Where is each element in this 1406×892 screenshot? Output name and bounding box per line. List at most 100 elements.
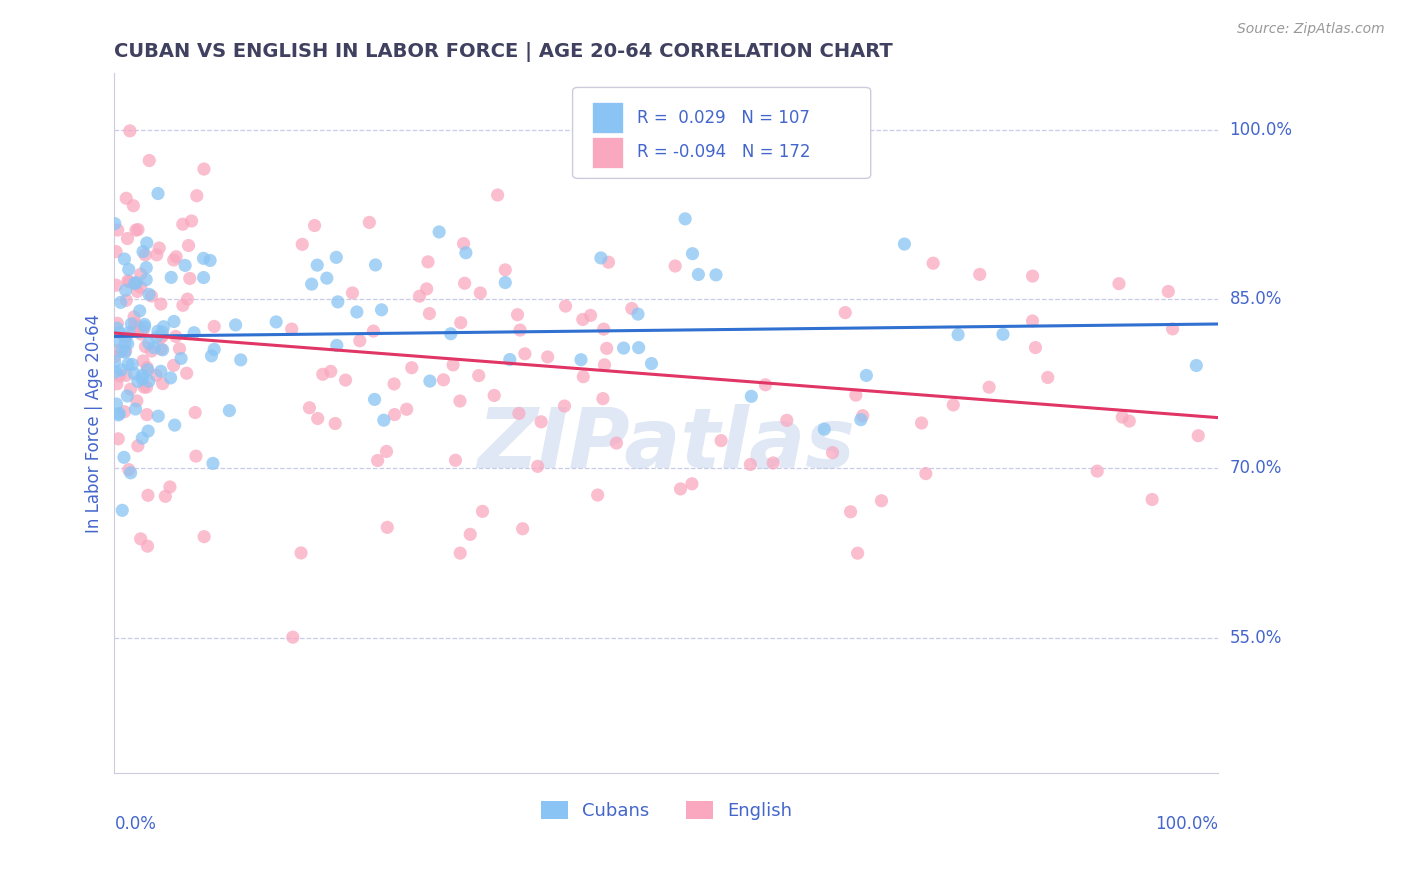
Point	[180, 214, 202, 228]
Point	[125, 276, 148, 290]
Point	[193, 530, 215, 544]
Point	[264, 315, 287, 329]
Point	[129, 280, 152, 294]
Point	[579, 309, 602, 323]
Text: 0.0%: 0.0%	[114, 815, 156, 833]
Point	[135, 235, 157, 250]
Point	[201, 457, 224, 471]
Point	[114, 252, 136, 266]
Point	[110, 295, 132, 310]
Point	[419, 374, 441, 388]
Point	[174, 259, 197, 273]
Point	[453, 277, 475, 291]
Point	[138, 153, 160, 168]
Point	[910, 416, 932, 430]
Point	[193, 162, 215, 177]
Point	[122, 199, 145, 213]
Point	[129, 267, 152, 281]
Point	[117, 389, 139, 403]
Point	[946, 327, 969, 342]
Point	[141, 344, 163, 359]
Point	[710, 434, 733, 448]
Point	[991, 327, 1014, 342]
Point	[1111, 410, 1133, 425]
Point	[762, 456, 785, 470]
Point	[124, 402, 146, 417]
Point	[184, 405, 207, 419]
Point	[408, 289, 430, 303]
Point	[115, 191, 138, 205]
Point	[449, 546, 471, 560]
Point	[104, 354, 127, 368]
Point	[432, 373, 454, 387]
Point	[110, 344, 132, 359]
Point	[149, 364, 172, 378]
Point	[152, 319, 174, 334]
Text: 70.0%: 70.0%	[1230, 459, 1282, 477]
Point	[132, 244, 155, 259]
Point	[170, 351, 193, 366]
Point	[183, 326, 205, 340]
Point	[115, 330, 138, 344]
Point	[444, 453, 467, 467]
Point	[1157, 285, 1180, 299]
Point	[512, 522, 534, 536]
Point	[280, 322, 302, 336]
Point	[969, 268, 991, 282]
Point	[112, 405, 135, 419]
Point	[669, 482, 692, 496]
Point	[176, 292, 198, 306]
Point	[526, 459, 548, 474]
Point	[593, 358, 616, 372]
Point	[120, 466, 142, 480]
Point	[1021, 314, 1043, 328]
Point	[471, 504, 494, 518]
Point	[108, 407, 131, 421]
Text: Source: ZipAtlas.com: Source: ZipAtlas.com	[1237, 22, 1385, 37]
Point	[112, 450, 135, 465]
Text: R =  0.029   N = 107: R = 0.029 N = 107	[637, 109, 810, 127]
Point	[569, 352, 592, 367]
Point	[509, 323, 531, 337]
Point	[740, 458, 762, 472]
Point	[127, 222, 149, 236]
Point	[384, 408, 406, 422]
Point	[1118, 414, 1140, 428]
Point	[165, 329, 187, 343]
Point	[553, 399, 575, 413]
Point	[155, 489, 177, 503]
Point	[349, 334, 371, 348]
Point	[193, 270, 215, 285]
Point	[1185, 359, 1208, 373]
Bar	[592, 136, 623, 169]
Point	[229, 352, 252, 367]
Point	[118, 326, 141, 340]
Text: 100.0%: 100.0%	[1156, 815, 1219, 833]
Point	[124, 317, 146, 331]
Point	[586, 488, 609, 502]
Point	[537, 350, 560, 364]
Point	[855, 368, 877, 383]
Point	[1085, 464, 1108, 478]
Point	[813, 422, 835, 436]
Point	[704, 268, 727, 282]
Point	[138, 374, 160, 388]
Point	[427, 225, 450, 239]
Point	[134, 248, 156, 262]
Point	[821, 445, 844, 459]
Point	[1161, 322, 1184, 336]
Point	[120, 317, 142, 331]
Point	[922, 256, 945, 270]
Point	[202, 319, 225, 334]
Point	[172, 298, 194, 312]
Point	[107, 223, 129, 237]
Point	[118, 262, 141, 277]
Point	[418, 307, 440, 321]
Point	[870, 493, 893, 508]
Point	[145, 248, 167, 262]
Point	[776, 413, 799, 427]
Point	[530, 415, 553, 429]
Point	[572, 369, 595, 384]
Point	[290, 546, 312, 560]
Point	[449, 394, 471, 409]
